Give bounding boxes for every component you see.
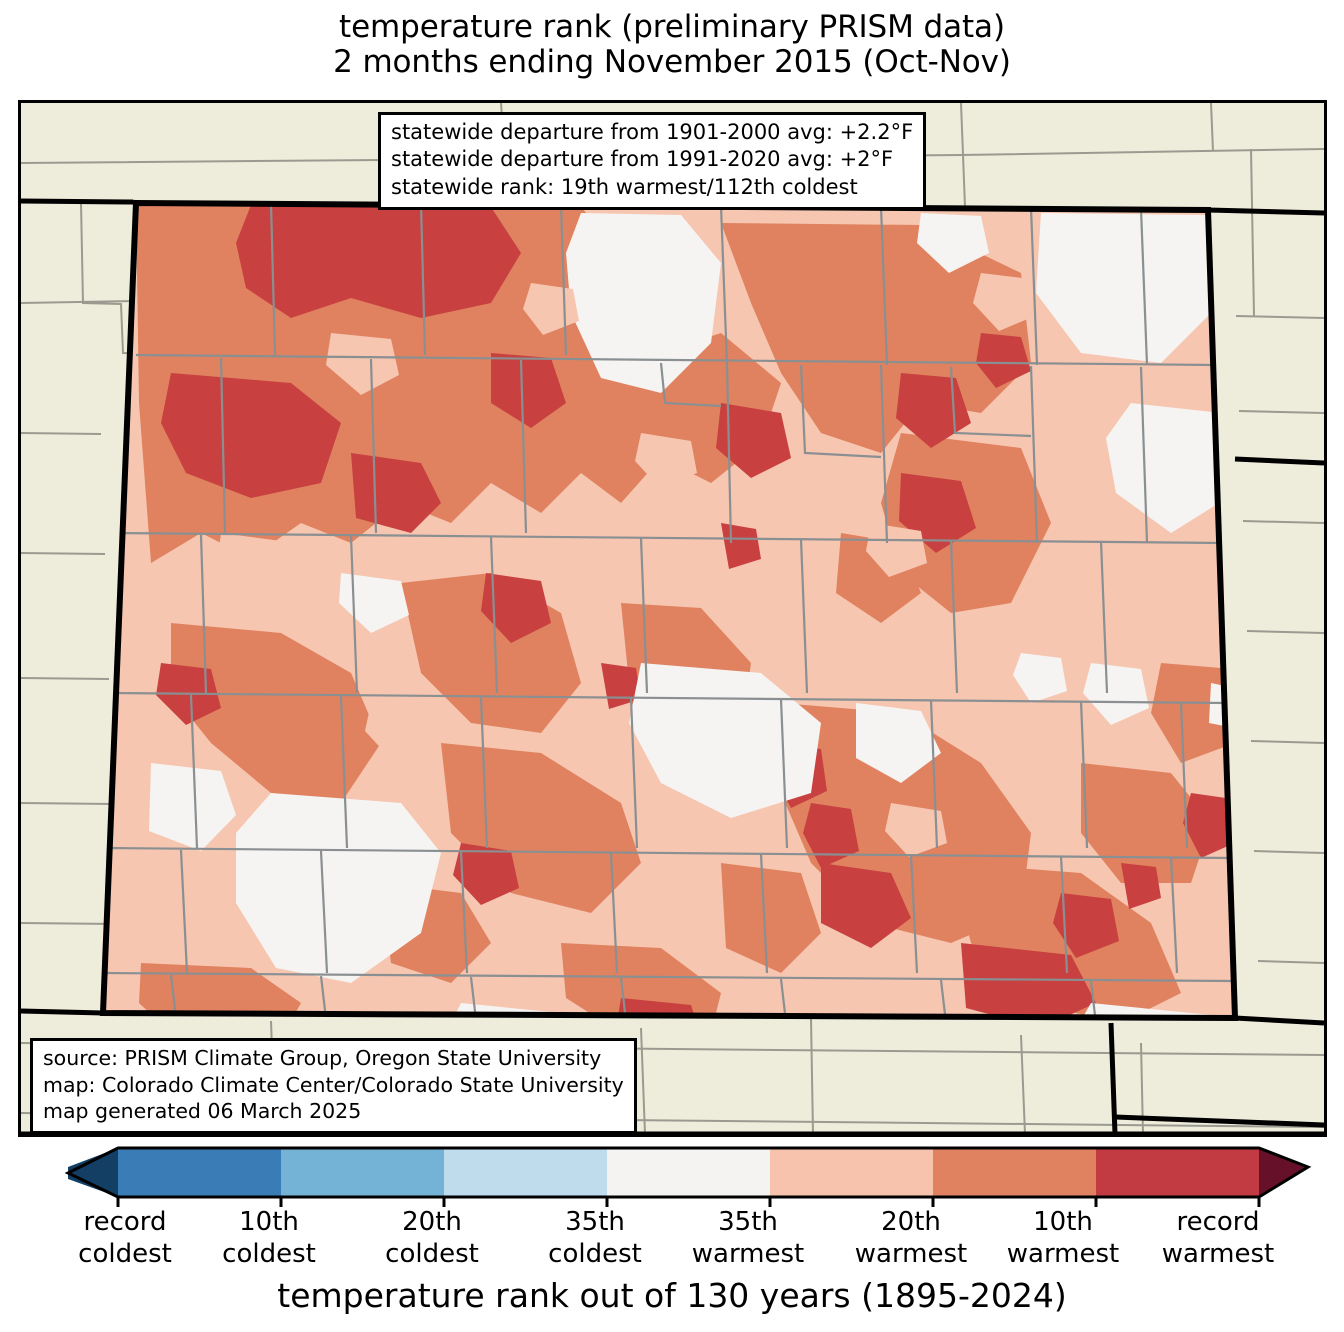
- band-35th-coldest: [444, 1148, 607, 1197]
- band-10th-coldest: [118, 1148, 281, 1197]
- band-20th-warmest: [933, 1148, 1096, 1197]
- record-warmest-arrow-tip: [1259, 1148, 1308, 1197]
- cb-label-20th-warmest: 20th warmest: [854, 1207, 968, 1269]
- colorbar-caption: temperature rank out of 130 years (1895-…: [277, 1276, 1067, 1315]
- source-credit-box: source: PRISM Climate Group, Oregon Stat…: [30, 1038, 637, 1134]
- band-35th-warmest: [770, 1148, 933, 1197]
- colorbar-ticks: [116, 1197, 1261, 1207]
- map-frame: [18, 100, 1327, 1137]
- record-coldest-arrow: [68, 1148, 118, 1197]
- source-line-1: source: PRISM Climate Group, Oregon Stat…: [43, 1046, 602, 1070]
- title-line-1: temperature rank (preliminary PRISM data…: [339, 9, 1005, 45]
- band-10th-warmest: [1096, 1148, 1259, 1197]
- band-near-normal: [607, 1148, 770, 1197]
- colorbar-bands: [68, 1148, 1308, 1197]
- cb-label-10th-warmest: 10th warmest: [1006, 1207, 1120, 1269]
- source-line-2: map: Colorado Climate Center/Colorado St…: [43, 1072, 624, 1097]
- cb-label-35th-coldest: 35th coldest: [548, 1207, 642, 1269]
- colorado-temperature-rank-map: [21, 103, 1324, 1134]
- stats-line-3: statewide rank: 19th warmest/112th colde…: [391, 174, 858, 199]
- band-20th-coldest: [281, 1148, 444, 1197]
- temperature-rank-contours: [103, 203, 1235, 1018]
- stats-line-1: statewide departure from 1901-2000 avg: …: [391, 120, 914, 144]
- stats-line-2: statewide departure from 1991-2020 avg: …: [391, 147, 894, 172]
- colorbar-labels: record coldest 10th coldest 20th coldest…: [0, 1207, 1344, 1273]
- title-line-2: 2 months ending November 2015 (Oct-Nov): [333, 44, 1011, 81]
- colorbar-swatches: [64, 1146, 1312, 1207]
- cb-label-record-warmest: record warmest: [1161, 1207, 1275, 1269]
- cb-label-10th-coldest: 10th coldest: [222, 1207, 316, 1269]
- page-title: temperature rank (preliminary PRISM data…: [0, 9, 1344, 81]
- state-borders: [21, 198, 1324, 1134]
- colorado-county-lines: [103, 203, 1234, 1018]
- source-line-3: map generated 06 March 2025: [43, 1099, 362, 1124]
- colorbar: record coldest 10th coldest 20th coldest…: [0, 1145, 1344, 1275]
- cb-label-20th-coldest: 20th coldest: [385, 1207, 479, 1269]
- cb-label-35th-warmest: 35th warmest: [691, 1207, 805, 1269]
- cb-label-record-coldest: record coldest: [78, 1207, 172, 1269]
- statewide-stats-box: statewide departure from 1901-2000 avg: …: [378, 112, 927, 210]
